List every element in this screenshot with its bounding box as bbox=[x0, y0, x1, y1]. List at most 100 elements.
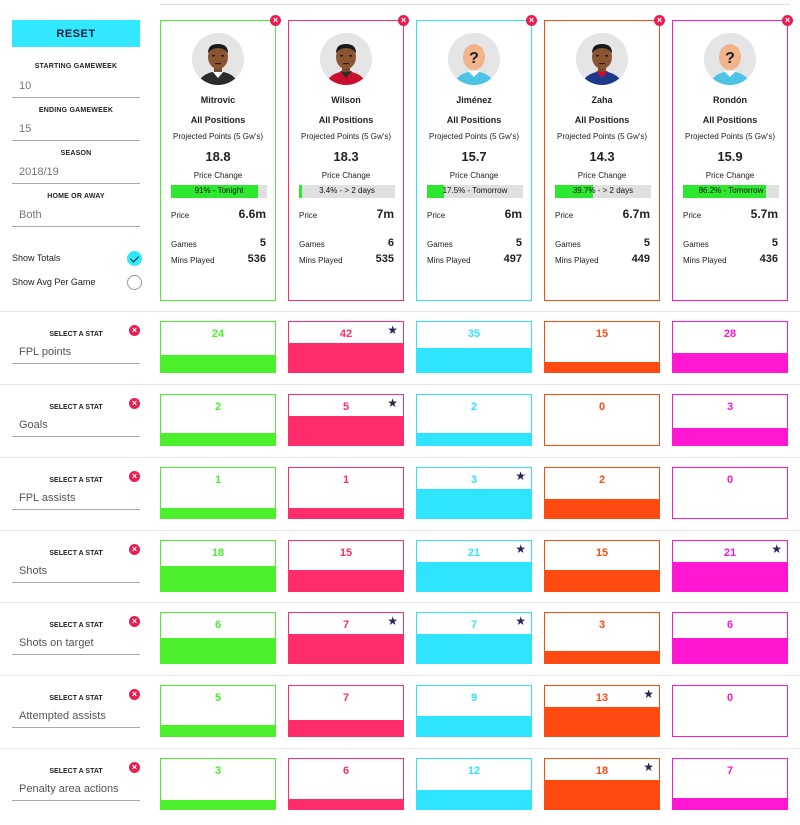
stat-cell: 15 bbox=[544, 540, 660, 592]
remove-player-button[interactable]: × bbox=[654, 15, 665, 26]
remove-stat-button[interactable]: × bbox=[129, 398, 140, 409]
stat-bar bbox=[673, 353, 787, 372]
avatar-placeholder-icon: ? bbox=[448, 33, 500, 85]
remove-player-button[interactable]: × bbox=[526, 15, 537, 26]
reset-button[interactable]: RESET bbox=[12, 20, 140, 47]
close-circle-icon: × bbox=[129, 689, 140, 700]
close-circle-icon: × bbox=[654, 15, 665, 26]
stat-cell: 13 ★ bbox=[544, 685, 660, 737]
player-name: Mitrovic bbox=[200, 95, 236, 105]
price-label: Price bbox=[427, 211, 446, 220]
stat-cell: 3 bbox=[672, 394, 788, 446]
mins-value: 536 bbox=[247, 253, 266, 265]
stat-bar bbox=[289, 343, 403, 372]
remove-player-button[interactable]: × bbox=[782, 15, 793, 26]
price-change-text: 3.4% - > 2 days bbox=[319, 186, 375, 195]
star-icon: ★ bbox=[771, 542, 782, 556]
price-value: 6.6m bbox=[238, 207, 266, 221]
stat-cell: 1 bbox=[288, 467, 404, 519]
stat-select-field[interactable]: Shots on target bbox=[12, 633, 140, 655]
stat-cell: 18 bbox=[160, 540, 276, 592]
top-divider bbox=[160, 4, 790, 5]
stat-cell: 0 bbox=[672, 685, 788, 737]
price-change-fill bbox=[555, 185, 594, 198]
stat-bar bbox=[545, 707, 659, 736]
price-change-label: Price Change bbox=[577, 171, 627, 180]
show-avg-radio[interactable] bbox=[127, 275, 142, 290]
games-value: 5 bbox=[643, 237, 650, 249]
home-away-label: HOME OR AWAY bbox=[47, 193, 105, 200]
row-divider bbox=[0, 457, 800, 458]
player-card: × Zaha All Positions Projected Points (5 Gw… bbox=[544, 15, 665, 301]
price-label: Price bbox=[171, 211, 190, 220]
avatar bbox=[576, 33, 628, 85]
stat-bar bbox=[289, 634, 403, 663]
remove-stat-button[interactable]: × bbox=[129, 762, 140, 773]
player-card: × Mitrovic All Positions Projected Points (… bbox=[160, 15, 281, 301]
price-change-bar: 86.2% - Tomorrow bbox=[683, 185, 779, 198]
stat-value: 2 bbox=[470, 401, 478, 413]
stat-bar bbox=[161, 566, 275, 591]
player-name: Wilson bbox=[331, 95, 361, 105]
row-divider bbox=[0, 384, 800, 385]
remove-stat-button[interactable]: × bbox=[129, 689, 140, 700]
stat-cell: 18 ★ bbox=[544, 758, 660, 810]
stat-cell: 6 bbox=[160, 612, 276, 664]
stat-value: 35 bbox=[467, 328, 481, 340]
stat-cell: 35 bbox=[416, 321, 532, 373]
remove-stat-button[interactable]: × bbox=[129, 325, 140, 336]
home-away-field[interactable]: Both bbox=[12, 205, 140, 227]
stat-cell: 6 bbox=[288, 758, 404, 810]
price-change-fill bbox=[299, 185, 303, 198]
price-label: Price bbox=[299, 211, 318, 220]
stat-bar bbox=[673, 428, 787, 445]
remove-stat-button[interactable]: × bbox=[129, 471, 140, 482]
select-stat-label: SELECT A STAT bbox=[49, 622, 103, 629]
ending-gameweek-field[interactable]: 15 bbox=[12, 119, 140, 141]
select-stat-label: SELECT A STAT bbox=[49, 768, 103, 775]
player-position: All Positions bbox=[574, 115, 630, 125]
season-field[interactable]: 2018/19 bbox=[12, 162, 140, 184]
stat-select-field[interactable]: Attempted assists bbox=[12, 706, 140, 728]
select-stat-label: SELECT A STAT bbox=[49, 477, 103, 484]
avatar-placeholder-icon: ? bbox=[704, 33, 756, 85]
player-position: All Positions bbox=[702, 115, 758, 125]
stat-value: 2 bbox=[598, 474, 606, 486]
price-change-fill bbox=[683, 185, 766, 198]
price-value: 7m bbox=[376, 207, 394, 221]
close-circle-icon: × bbox=[526, 15, 537, 26]
stat-bar bbox=[161, 508, 275, 518]
close-circle-icon: × bbox=[129, 616, 140, 627]
close-circle-icon: × bbox=[129, 544, 140, 555]
show-totals-radio[interactable] bbox=[127, 251, 142, 266]
remove-player-button[interactable]: × bbox=[270, 15, 281, 26]
star-icon: ★ bbox=[643, 687, 654, 701]
projected-points-label: Projected Points (5 Gw's) bbox=[556, 132, 647, 141]
stat-select-field[interactable]: Shots bbox=[12, 561, 140, 583]
star-icon: ★ bbox=[387, 614, 398, 628]
stat-select-field[interactable]: Penalty area actions bbox=[12, 779, 140, 801]
stat-cell: 42 ★ bbox=[288, 321, 404, 373]
stat-select-field[interactable]: Goals bbox=[12, 415, 140, 437]
star-icon: ★ bbox=[515, 614, 526, 628]
starting-gameweek-field[interactable]: 10 bbox=[12, 76, 140, 98]
stat-cell: 15 bbox=[288, 540, 404, 592]
remove-player-button[interactable]: × bbox=[398, 15, 409, 26]
stat-value: 7 bbox=[342, 619, 350, 631]
mins-value: 535 bbox=[375, 253, 394, 265]
show-totals-option[interactable]: Show Totals bbox=[12, 251, 142, 266]
price-label: Price bbox=[555, 211, 574, 220]
stat-select-field[interactable]: FPL points bbox=[12, 342, 140, 364]
show-avg-option[interactable]: Show Avg Per Game bbox=[12, 275, 142, 290]
close-circle-icon: × bbox=[129, 398, 140, 409]
stat-cell: 2 bbox=[416, 394, 532, 446]
remove-stat-button[interactable]: × bbox=[129, 616, 140, 627]
stat-bar bbox=[289, 570, 403, 591]
player-name: Rondón bbox=[713, 95, 747, 105]
stat-value: 42 bbox=[339, 328, 353, 340]
projected-points-value: 18.3 bbox=[333, 149, 359, 164]
remove-stat-button[interactable]: × bbox=[129, 544, 140, 555]
stat-select-field[interactable]: FPL assists bbox=[12, 488, 140, 510]
stat-bar bbox=[161, 725, 275, 736]
